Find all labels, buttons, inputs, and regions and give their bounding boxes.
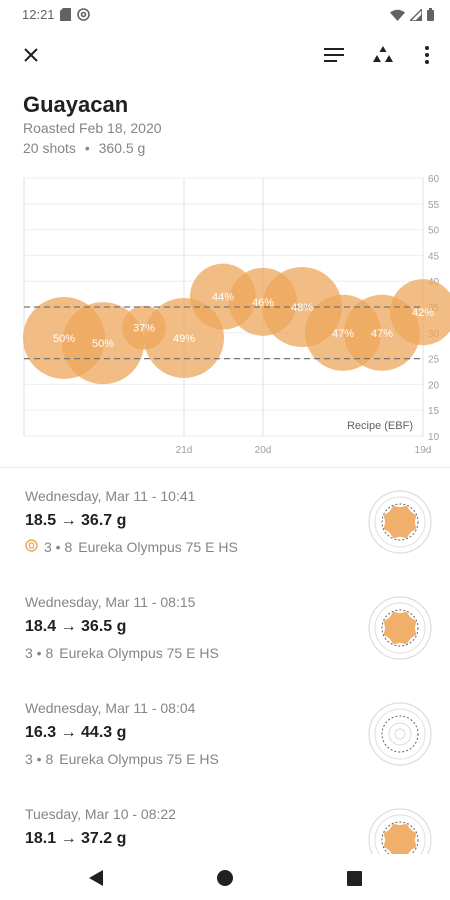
close-icon xyxy=(24,48,38,62)
shot-list-item[interactable]: Wednesday, Mar 11 - 08:15 18.4 → 36.5 g 3 … xyxy=(0,582,450,688)
grind-setting: 3 • 8 xyxy=(25,645,54,661)
shot-weights: 18.5 → 36.7 g xyxy=(25,512,127,529)
wifi-icon xyxy=(390,9,405,21)
total-weight: 360.5 g xyxy=(98,140,146,156)
bubble-data-label: 42% xyxy=(412,307,434,319)
x-tick-label: 21d xyxy=(176,445,193,456)
x-tick-label: 19d xyxy=(415,445,432,456)
shot-grinder-info: 3 • 8 Eureka Olympus 75 E HS xyxy=(25,539,238,555)
category-button[interactable] xyxy=(367,39,399,71)
shot-date: Wednesday, Mar 11 - 08:15 xyxy=(25,594,196,610)
shot-list-item[interactable]: Wednesday, Mar 11 - 08:04 16.3 → 44.3 g 3 … xyxy=(0,688,450,794)
y-tick-label: 10 xyxy=(428,432,440,443)
back-triangle-icon xyxy=(89,870,103,886)
status-system-icons xyxy=(390,8,434,21)
bubble-point xyxy=(390,279,450,346)
shots-count: 20 shots xyxy=(23,140,76,156)
home-circle-icon xyxy=(217,870,233,886)
status-bar: 12:21 xyxy=(0,0,450,30)
grinder-name: Eureka Olympus 75 E HS xyxy=(59,751,219,767)
bubble-data-label: 44% xyxy=(212,292,234,304)
bubble-data-label: 48% xyxy=(291,302,313,314)
y-tick-label: 20 xyxy=(428,380,440,391)
grinder-name: Eureka Olympus 75 E HS xyxy=(78,539,238,555)
y-tick-label: 25 xyxy=(428,355,440,366)
y-tick-label: 15 xyxy=(428,406,440,417)
bubble-data-label: 47% xyxy=(371,328,393,340)
roasted-date: Roasted Feb 18, 2020 xyxy=(23,120,162,136)
at-sign-icon xyxy=(77,8,90,21)
app-bar xyxy=(0,30,450,80)
battery-icon xyxy=(427,8,434,21)
status-time: 12:21 xyxy=(22,7,55,22)
rating-badge-icon xyxy=(25,539,38,555)
extraction-bubble-chart[interactable]: 101520253035404550556021d20d19d50%50%37%… xyxy=(0,170,450,460)
triangle-shapes-icon xyxy=(373,46,393,62)
bubble-data-label: 50% xyxy=(92,338,114,350)
system-nav-bar xyxy=(0,854,450,900)
extraction-puck-thumbnail xyxy=(366,700,434,768)
shot-grinder-info: 3 • 8 Eureka Olympus 75 E HS xyxy=(25,751,219,767)
shot-date: Wednesday, Mar 11 - 10:41 xyxy=(25,488,196,504)
y-tick-label: 55 xyxy=(428,200,440,211)
y-tick-label: 45 xyxy=(428,251,440,262)
more-vert-icon xyxy=(425,46,429,64)
nav-back-button[interactable] xyxy=(82,864,110,892)
sd-card-icon xyxy=(60,8,71,21)
more-options-button[interactable] xyxy=(411,39,443,71)
extraction-puck-thumbnail xyxy=(366,806,434,854)
grinder-name: Eureka Olympus 75 E HS xyxy=(59,645,219,661)
bubble-data-label: 47% xyxy=(332,328,354,340)
y-tick-label: 60 xyxy=(428,174,440,185)
recipe-annotation: Recipe (EBF) xyxy=(347,420,413,432)
shot-list-item[interactable]: Tuesday, Mar 10 - 08:22 18.1 → 37.2 g xyxy=(0,794,450,854)
shot-weights: 18.1 → 37.2 g xyxy=(25,830,127,847)
cell-signal-icon xyxy=(410,8,422,21)
shot-date: Wednesday, Mar 11 - 08:04 xyxy=(25,700,196,716)
shots-list: Wednesday, Mar 11 - 10:41 18.5 → 36.7 g 3 … xyxy=(0,476,450,854)
shot-weights: 16.3 → 44.3 g xyxy=(25,724,127,741)
bubble-data-label: 50% xyxy=(53,333,75,345)
grind-setting: 3 • 8 xyxy=(25,751,54,767)
close-button[interactable] xyxy=(15,39,47,71)
bean-header: Guayacan Roasted Feb 18, 2020 20 shots •… xyxy=(23,92,423,158)
page-title: Guayacan xyxy=(23,92,129,117)
nav-home-button[interactable] xyxy=(211,864,239,892)
extraction-puck-thumbnail xyxy=(366,488,434,556)
bubble-data-label: 37% xyxy=(133,323,155,335)
extraction-puck-thumbnail xyxy=(366,594,434,662)
shot-grinder-info: 3 • 8 Eureka Olympus 75 E HS xyxy=(25,645,219,661)
x-tick-label: 20d xyxy=(255,445,272,456)
divider xyxy=(0,467,450,468)
sort-lines-icon xyxy=(324,48,344,62)
recents-square-icon xyxy=(346,870,362,886)
nav-recents-button[interactable] xyxy=(340,864,368,892)
shot-summary: 20 shots • 360.5 g xyxy=(23,138,423,158)
grind-setting: 3 • 8 xyxy=(44,539,73,555)
shot-date: Tuesday, Mar 10 - 08:22 xyxy=(25,806,176,822)
sort-button[interactable] xyxy=(318,39,350,71)
shot-list-item[interactable]: Wednesday, Mar 11 - 10:41 18.5 → 36.7 g 3 … xyxy=(0,476,450,582)
summary-separator: • xyxy=(84,140,90,156)
status-notification-icons xyxy=(60,8,90,21)
bubble-data-label: 46% xyxy=(252,297,274,309)
shot-weights: 18.4 → 36.5 g xyxy=(25,618,127,635)
y-tick-label: 50 xyxy=(428,226,440,237)
bubble-data-label: 49% xyxy=(173,333,195,345)
